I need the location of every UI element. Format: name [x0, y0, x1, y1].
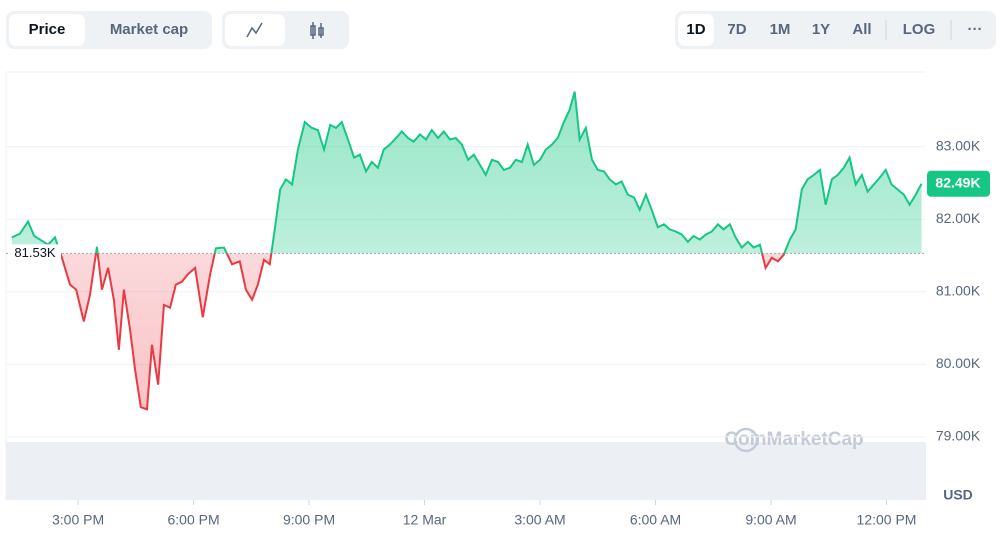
watermark: CoinMarketCap: [724, 429, 863, 450]
range-button[interactable]: 1Y: [812, 21, 830, 38]
range-active[interactable]: [678, 14, 714, 46]
range-group: [675, 11, 996, 49]
line-type-button[interactable]: [225, 14, 285, 46]
x-tick-label: 9:00 AM: [745, 512, 796, 528]
range-button[interactable]: LOG: [903, 21, 936, 38]
candle-icon[interactable]: [310, 22, 324, 39]
tab[interactable]: Price: [29, 21, 66, 38]
more-button[interactable]: ···: [968, 21, 983, 38]
line-up: [11, 91, 923, 254]
y-tick-label: 83.00K: [936, 137, 981, 153]
volume-area: [6, 442, 926, 500]
range-button[interactable]: 7D: [727, 21, 746, 38]
x-tick-label: 12:00 PM: [857, 512, 917, 528]
baseline-label-bg: [9, 244, 61, 263]
range-button[interactable]: 1M: [770, 21, 791, 38]
range-button[interactable]: All: [852, 21, 871, 38]
currency-label: USD: [943, 487, 973, 503]
baseline-label: 81.53K: [14, 245, 56, 260]
price-label: 82.49K: [935, 174, 980, 190]
tab-active[interactable]: [9, 14, 85, 46]
x-tick-label: 6:00 PM: [167, 512, 219, 528]
x-tick-label: 3:00 AM: [514, 512, 565, 528]
line-down: [59, 253, 786, 411]
y-tick-label: 79.00K: [936, 428, 981, 444]
price-badge: [927, 170, 990, 197]
range-button[interactable]: 1D: [686, 21, 705, 38]
line-icon: [246, 22, 263, 38]
y-tick-label: 81.00K: [936, 283, 981, 299]
y-tick-label: 80.00K: [936, 355, 981, 371]
x-tick-label: 6:00 AM: [630, 512, 681, 528]
area-up: [11, 91, 922, 254]
area-down: [11, 253, 922, 410]
y-tick-label: 82.00K: [936, 210, 981, 226]
x-tick-label: 3:00 PM: [52, 512, 104, 528]
x-tick-label: 12 Mar: [403, 512, 447, 528]
x-tick-label: 9:00 PM: [283, 512, 335, 528]
tab[interactable]: Market cap: [110, 21, 188, 38]
watermark-logo: [733, 427, 759, 453]
